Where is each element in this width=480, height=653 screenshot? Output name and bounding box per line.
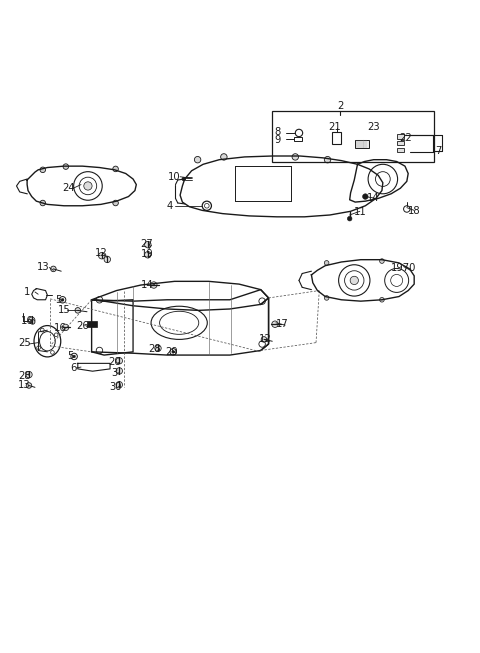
Text: 8: 8: [275, 127, 281, 137]
Text: 16: 16: [54, 323, 67, 333]
Circle shape: [62, 324, 69, 330]
Circle shape: [151, 282, 157, 288]
Text: 28: 28: [148, 343, 161, 354]
Text: 23: 23: [367, 122, 380, 133]
Circle shape: [172, 351, 175, 353]
Text: 1970: 1970: [391, 263, 416, 272]
Text: 17: 17: [276, 319, 289, 329]
Circle shape: [116, 368, 122, 374]
Circle shape: [40, 200, 46, 206]
Circle shape: [61, 298, 64, 301]
Circle shape: [30, 319, 35, 324]
Circle shape: [73, 355, 75, 358]
Text: 20: 20: [108, 357, 121, 368]
Bar: [355, 140, 369, 148]
Circle shape: [324, 261, 329, 265]
Text: 29: 29: [166, 347, 178, 357]
Text: 19: 19: [141, 249, 153, 259]
Text: 24: 24: [62, 183, 75, 193]
Circle shape: [113, 200, 119, 206]
Bar: [272, 111, 433, 161]
Circle shape: [155, 345, 161, 351]
Circle shape: [104, 256, 110, 263]
Circle shape: [324, 296, 329, 300]
Circle shape: [194, 157, 201, 163]
Text: 1: 1: [24, 287, 30, 297]
Circle shape: [292, 153, 299, 160]
Text: 5: 5: [67, 351, 73, 362]
Circle shape: [40, 167, 46, 172]
Text: 12: 12: [95, 247, 107, 258]
Text: 25: 25: [18, 338, 31, 347]
Text: 7: 7: [435, 146, 441, 157]
Text: 18: 18: [408, 206, 420, 216]
Bar: [396, 148, 404, 152]
Circle shape: [98, 253, 105, 259]
Circle shape: [144, 242, 151, 248]
Circle shape: [380, 298, 384, 302]
Text: 10: 10: [168, 172, 181, 182]
Bar: [396, 135, 404, 139]
Text: 22: 22: [399, 133, 412, 142]
Text: 2: 2: [337, 101, 344, 111]
Circle shape: [261, 337, 267, 342]
Ellipse shape: [84, 182, 92, 190]
Bar: [294, 136, 302, 141]
Text: 28: 28: [18, 372, 31, 381]
Circle shape: [324, 157, 331, 163]
Text: 30: 30: [109, 382, 122, 392]
Circle shape: [75, 308, 81, 313]
Circle shape: [182, 177, 186, 181]
Text: 13: 13: [36, 262, 49, 272]
Text: 21: 21: [328, 122, 341, 133]
Bar: [87, 321, 97, 327]
Text: 13: 13: [18, 381, 31, 390]
Text: 14: 14: [367, 193, 380, 203]
Text: 26: 26: [76, 321, 89, 330]
Circle shape: [221, 153, 227, 160]
Circle shape: [380, 259, 384, 263]
Text: 9: 9: [275, 135, 281, 145]
Circle shape: [26, 372, 32, 378]
Circle shape: [28, 317, 35, 323]
Bar: [396, 141, 404, 146]
Circle shape: [362, 194, 368, 199]
Circle shape: [63, 164, 69, 169]
Circle shape: [113, 166, 119, 172]
Circle shape: [116, 381, 122, 388]
Text: 5: 5: [55, 295, 61, 305]
Circle shape: [144, 251, 151, 258]
Text: 6: 6: [70, 363, 76, 373]
Text: 27: 27: [141, 240, 153, 249]
Text: 11: 11: [353, 207, 366, 217]
Bar: [332, 132, 341, 144]
Text: 14: 14: [141, 280, 153, 290]
Text: 15: 15: [58, 306, 71, 315]
Text: 12: 12: [259, 334, 272, 344]
Ellipse shape: [350, 276, 359, 285]
Text: 4: 4: [167, 200, 173, 211]
Circle shape: [26, 383, 32, 389]
Circle shape: [348, 216, 352, 221]
Circle shape: [116, 358, 122, 364]
Text: 3: 3: [111, 368, 118, 377]
Circle shape: [272, 321, 278, 327]
Text: 16: 16: [21, 316, 34, 326]
Circle shape: [50, 266, 56, 272]
